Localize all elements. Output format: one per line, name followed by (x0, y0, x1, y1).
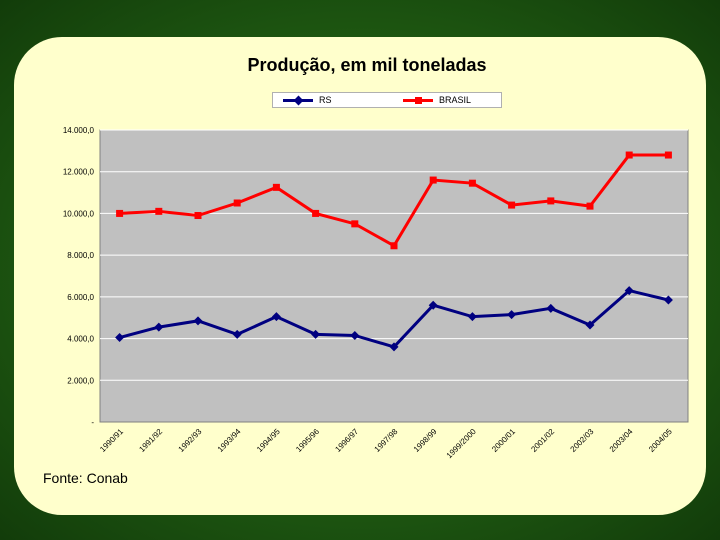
data-point (508, 201, 516, 209)
data-point (428, 300, 438, 310)
x-tick-label: 1992/93 (177, 427, 204, 454)
x-axis-ticks: 1990/91 1991/92 1992/93 1993/94 1994/95 1995/… (98, 427, 674, 460)
data-point (233, 199, 241, 207)
x-tick-label: 1997/98 (373, 427, 400, 454)
y-tick-label: 14.000,0 (63, 126, 95, 135)
y-tick-label: 4.000,0 (67, 335, 94, 344)
x-tick-label: 2001/02 (529, 427, 556, 454)
series-rs (115, 286, 673, 352)
data-point (312, 209, 320, 217)
data-point (547, 197, 555, 205)
legend-label-rs: RS (319, 95, 332, 105)
data-point (232, 329, 242, 339)
y-tick-label: 6.000,0 (67, 293, 94, 302)
x-tick-label: 2000/01 (490, 427, 517, 454)
x-tick-label: 2004/05 (647, 427, 674, 454)
x-tick-label: 1998/99 (412, 427, 439, 454)
x-tick-label: 1995/96 (294, 427, 321, 454)
data-point (468, 179, 476, 187)
y-tick-label: - (91, 418, 94, 427)
y-tick-label: 2.000,0 (67, 376, 94, 385)
data-point (390, 242, 398, 250)
data-point (546, 303, 556, 313)
x-tick-label: 1994/95 (255, 427, 282, 454)
series-brasil (116, 151, 672, 250)
x-tick-label: 1993/94 (216, 427, 243, 454)
data-point (467, 312, 477, 322)
data-point (115, 333, 125, 343)
chart-legend: RS BRASIL (272, 92, 502, 108)
data-point (625, 151, 633, 159)
x-tick-label: 1999/2000 (445, 427, 478, 460)
data-point (272, 183, 280, 191)
data-point (271, 312, 281, 322)
y-tick-label: 12.000,0 (63, 168, 95, 177)
data-point (193, 316, 203, 326)
data-point (664, 151, 672, 159)
legend-marker-brasil (415, 97, 422, 104)
data-point (389, 342, 399, 352)
data-point (624, 286, 634, 296)
data-point (194, 212, 202, 220)
x-tick-label: 2002/03 (569, 427, 596, 454)
y-axis-ticks: - 2.000,0 4.000,0 6.000,0 8.000,0 10.000,0 12.… (63, 126, 95, 427)
data-point (311, 329, 321, 339)
x-tick-label: 1990/91 (98, 427, 125, 454)
legend-label-brasil: BRASIL (439, 95, 472, 105)
x-tick-label: 1991/92 (137, 427, 164, 454)
data-point (585, 320, 595, 330)
data-point (663, 295, 673, 305)
legend-item-rs: RS (283, 93, 373, 107)
x-tick-label: 1996/97 (333, 427, 360, 454)
data-point (154, 322, 164, 332)
y-tick-label: 10.000,0 (63, 209, 95, 218)
legend-item-brasil: BRASIL (403, 93, 498, 107)
data-point (507, 310, 517, 320)
data-point (351, 220, 359, 228)
data-point (350, 330, 360, 340)
x-tick-label: 2003/04 (608, 427, 635, 454)
chart-title: Produção, em mil toneladas (247, 55, 487, 75)
data-point (586, 202, 594, 210)
data-point (429, 176, 437, 184)
source-note: Fonte: Conab (43, 470, 128, 486)
plot-area (99, 129, 689, 423)
data-point (116, 209, 124, 217)
y-tick-label: 8.000,0 (67, 251, 94, 260)
series-layer (115, 151, 673, 352)
data-point (155, 207, 163, 215)
